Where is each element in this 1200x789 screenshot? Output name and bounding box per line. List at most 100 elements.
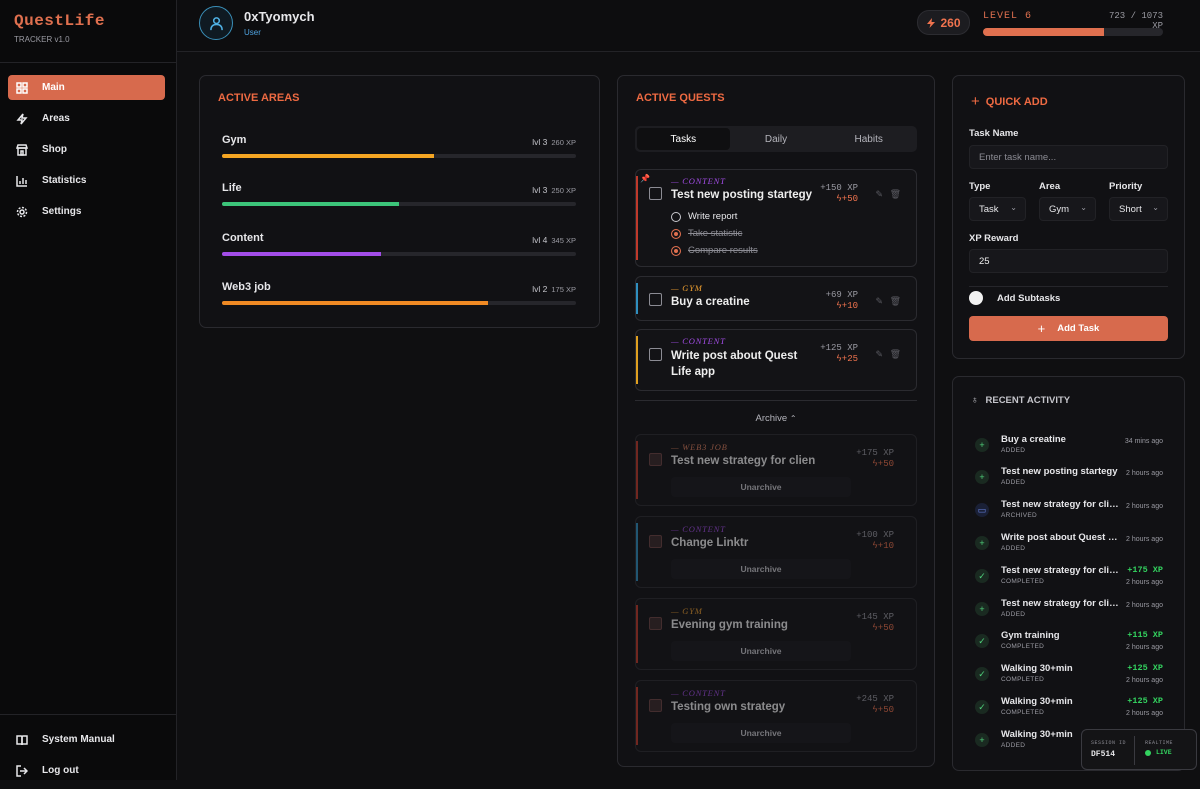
priority-select[interactable]: Short ⌄ xyxy=(1109,197,1168,221)
chevron-up-icon: ⌃ xyxy=(789,414,797,423)
panel-title: ACTIVE QUESTS xyxy=(636,92,725,104)
subtask-label: Compare results xyxy=(688,245,758,256)
area-content[interactable]: Content lvl 4 345 XP xyxy=(222,232,576,256)
tab-habits[interactable]: Habits xyxy=(854,133,883,145)
subtask-item[interactable]: Write report xyxy=(671,211,737,222)
activity-item: ✓ Walking 30+min COMPLETED +125 XP 2 hou… xyxy=(975,663,1163,693)
logout-button[interactable]: Log out xyxy=(8,758,169,783)
type-label: Type xyxy=(969,181,991,192)
system-manual-link[interactable]: System Manual xyxy=(8,727,169,752)
coin-count: 260 xyxy=(940,15,961,30)
quest-checkbox[interactable] xyxy=(649,453,662,466)
subtask-radio[interactable] xyxy=(671,228,681,239)
quest-checkbox[interactable] xyxy=(649,293,662,306)
avatar[interactable] xyxy=(199,6,233,40)
panel-title: ♁ RECENT ACTIVITY xyxy=(971,395,1071,406)
session-id-label: SESSION ID xyxy=(1091,740,1127,746)
area-progress-bar xyxy=(222,252,576,256)
realtime-label: REALTIME xyxy=(1145,740,1174,746)
plus-icon: + xyxy=(1037,321,1046,336)
quest-checkbox[interactable] xyxy=(649,617,662,630)
activity-time: 2 hours ago xyxy=(1126,710,1163,717)
archive-toggle[interactable]: Archive ⌃ xyxy=(755,413,797,424)
quest-card[interactable]: — GYM Buy a creatine +69 XP ϟ+10 ✎ 🗑 xyxy=(635,276,917,321)
tab-daily[interactable]: Daily xyxy=(764,133,788,145)
quest-checkbox[interactable] xyxy=(649,535,662,548)
area-select[interactable]: Gym ⌄ xyxy=(1039,197,1096,221)
gear-icon xyxy=(16,206,28,217)
unarchive-button[interactable]: Unarchive xyxy=(671,477,851,497)
tab-tasks[interactable]: Tasks xyxy=(637,128,730,150)
archived-quest-card: — CONTENT Change Linktr +100 XP ϟ+10 Una… xyxy=(635,516,917,588)
quest-checkbox[interactable] xyxy=(649,187,662,200)
edit-icon[interactable]: ✎ xyxy=(875,296,883,306)
quest-card[interactable]: — CONTENT Write post about Quest Life app… xyxy=(635,329,917,391)
activity-status: COMPLETED xyxy=(1001,676,1045,683)
sidebar-item-label: Main xyxy=(42,82,65,93)
trash-icon[interactable]: 🗑 xyxy=(889,189,901,199)
chevron-down-icon: ⌄ xyxy=(1010,203,1017,212)
edit-icon[interactable]: ✎ xyxy=(875,189,883,199)
unarchive-button[interactable]: Unarchive xyxy=(671,641,851,661)
sidebar-item-statistics[interactable]: Statistics xyxy=(8,168,165,193)
sidebar-item-settings[interactable]: Settings xyxy=(8,199,165,224)
xp-reward-input[interactable]: 25 xyxy=(969,249,1168,273)
subtask-item[interactable]: Compare results xyxy=(671,245,758,256)
activity-status: ADDED xyxy=(1001,611,1026,618)
quest-xp: +245 XP xyxy=(856,694,894,704)
quest-coins: ϟ+50 xyxy=(872,459,894,469)
task-name-input[interactable]: Enter task name... xyxy=(969,145,1168,169)
area-progress-fill xyxy=(222,301,488,305)
subtask-radio[interactable] xyxy=(671,211,681,222)
activity-title: Test new posting startegy xyxy=(1001,466,1118,477)
trash-icon[interactable]: 🗑 xyxy=(889,349,901,359)
check-icon: ✓ xyxy=(975,667,989,681)
quest-color-stripe xyxy=(636,176,638,260)
area-name: Gym xyxy=(222,134,247,146)
grid-icon xyxy=(16,81,28,94)
area-web3-job[interactable]: Web3 job lvl 2 175 XP xyxy=(222,281,576,305)
logout-icon xyxy=(16,764,28,777)
activity-xp: +125 XP xyxy=(1127,696,1163,706)
edit-icon[interactable]: ✎ xyxy=(875,349,883,359)
level-xp: 723 / 1073 XP xyxy=(1108,11,1163,31)
area-meta: lvl 4 345 XP xyxy=(532,235,576,245)
activity-xp: +125 XP xyxy=(1127,663,1163,673)
sidebar-item-main[interactable]: Main xyxy=(8,75,165,100)
subtasks-toggle[interactable] xyxy=(969,291,983,305)
area-gym[interactable]: Gym lvl 3 260 XP xyxy=(222,134,576,158)
sidebar-item-shop[interactable]: Shop xyxy=(8,137,165,162)
subtask-item[interactable]: Take statistic xyxy=(671,228,742,239)
unarchive-button[interactable]: Unarchive xyxy=(671,723,851,743)
area-name: Content xyxy=(222,232,264,244)
activity-item: ✓ Gym training COMPLETED +115 XP 2 hours… xyxy=(975,630,1163,660)
trash-icon[interactable]: 🗑 xyxy=(889,296,901,306)
quest-card[interactable]: 📌 — CONTENT Test new posting startegy +1… xyxy=(635,169,917,267)
activity-item: + Write post about Quest Life app ADDED … xyxy=(975,532,1163,562)
area-progress-fill xyxy=(222,202,399,206)
divider xyxy=(1134,736,1135,765)
subtask-radio[interactable] xyxy=(671,245,681,256)
bar-chart-icon xyxy=(16,175,27,187)
quest-checkbox[interactable] xyxy=(649,699,662,712)
plus-icon: + xyxy=(975,438,989,452)
sidebar-item-areas[interactable]: Areas xyxy=(8,106,165,131)
activity-time: 2 hours ago xyxy=(1126,644,1163,651)
quest-checkbox[interactable] xyxy=(649,348,662,361)
activity-time: 2 hours ago xyxy=(1126,579,1163,586)
quest-title: Buy a creatine xyxy=(671,296,750,308)
check-icon: ✓ xyxy=(975,700,989,714)
quest-coins: ϟ+10 xyxy=(872,541,894,551)
sidebar-item-label: Statistics xyxy=(42,175,87,186)
activity-status: ARCHIVED xyxy=(1001,512,1037,519)
unarchive-button[interactable]: Unarchive xyxy=(671,559,851,579)
quest-xp: +175 XP xyxy=(856,448,894,458)
type-select[interactable]: Task ⌄ xyxy=(969,197,1026,221)
quest-category: — CONTENT xyxy=(671,524,726,534)
sidebar-nav: Main Areas Shop Statistics Settings xyxy=(8,75,165,230)
quest-category: — CONTENT xyxy=(671,336,726,346)
quest-coins: ϟ+50 xyxy=(872,623,894,633)
activity-title: Test new strategy for clien xyxy=(1001,499,1119,510)
add-task-button[interactable]: + Add Task xyxy=(969,316,1168,341)
area-life[interactable]: Life lvl 3 250 XP xyxy=(222,182,576,206)
